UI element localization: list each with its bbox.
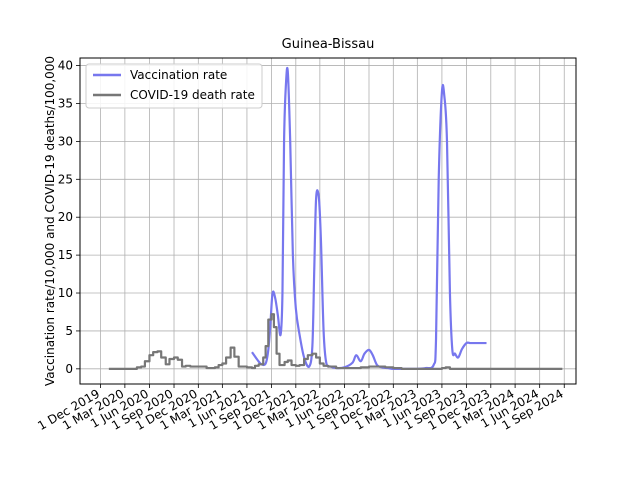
- y-tick-label: 35: [58, 96, 73, 110]
- y-axis: 0 5 10 15 20 25 30 35 40: [58, 59, 80, 376]
- y-tick-label: 0: [65, 362, 73, 376]
- legend: Vaccination rate COVID-19 death rate: [85, 63, 263, 109]
- series-lines: [108, 66, 563, 370]
- y-tick-label: 15: [58, 248, 73, 262]
- y-tick-label: 40: [58, 59, 73, 73]
- legend-label-vaccination: Vaccination rate: [130, 68, 227, 82]
- legend-label-deaths: COVID-19 death rate: [130, 88, 255, 102]
- y-tick-label: 10: [58, 286, 73, 300]
- chart-title: Guinea-Bissau: [282, 37, 375, 52]
- y-axis-label: Vaccination rate/10,000 and COVID-19 dea…: [43, 56, 57, 386]
- y-tick-label: 20: [58, 210, 73, 224]
- y-tick-label: 25: [58, 172, 73, 186]
- y-tick-label: 5: [65, 324, 73, 338]
- plot-frame: [79, 57, 577, 385]
- series-line-vaccination-rate: [251, 66, 487, 370]
- legend-box: [85, 63, 263, 109]
- series-line-covid-death-rate: [108, 313, 563, 370]
- y-tick-label: 30: [58, 134, 73, 148]
